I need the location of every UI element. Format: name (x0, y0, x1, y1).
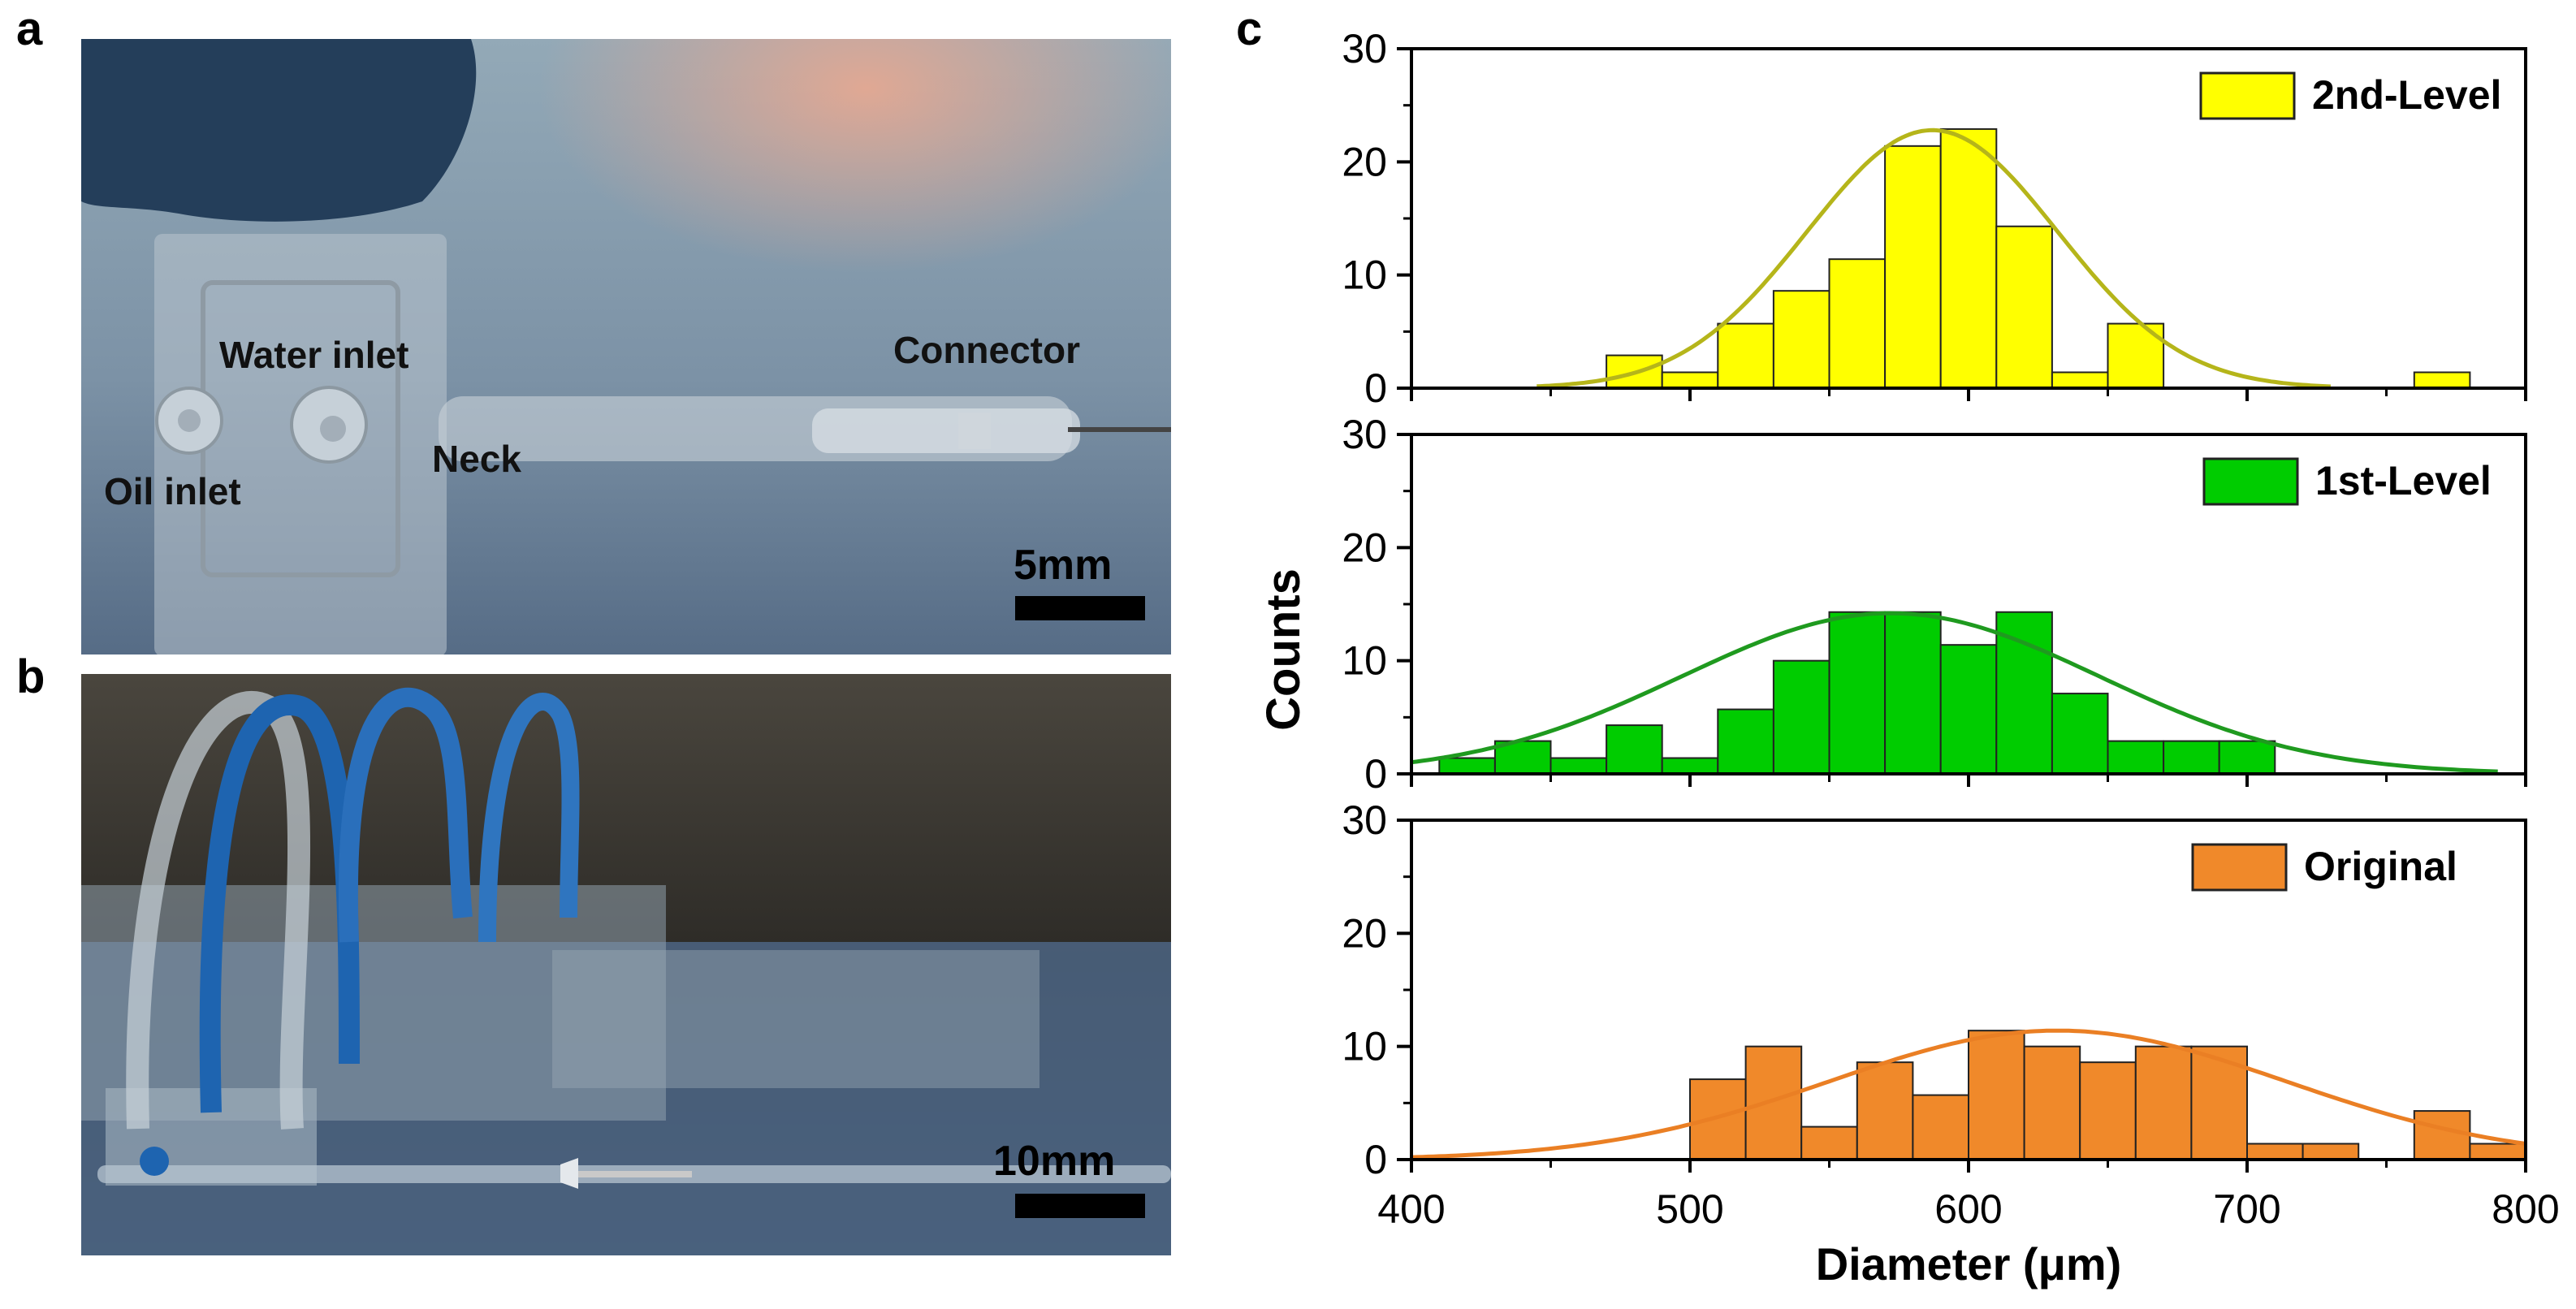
legend-label-original: Original (2304, 844, 2457, 889)
y-axis-title: Counts (1257, 568, 1310, 731)
y-tick-label: 30 (1342, 412, 1387, 457)
bar-1st-level-13 (2163, 740, 2220, 775)
bar-2nd-level-4 (1828, 258, 1887, 389)
bar-1st-level-14 (2218, 740, 2276, 775)
bar-2nd-level-10 (2413, 371, 2471, 390)
setup-photo-illustration (81, 674, 1171, 1255)
bar-original-2 (1800, 1125, 1858, 1161)
fit-curve-1st-level (1411, 611, 2498, 774)
y-tick-label: 20 (1342, 139, 1387, 184)
scale-label-5mm: 5mm (1014, 542, 1113, 589)
panel-letter-b: b (16, 650, 45, 703)
y-tick-label: 0 (1364, 1137, 1387, 1182)
bar-1st-level-12 (2107, 740, 2165, 775)
bar-2nd-level-2 (1717, 322, 1774, 389)
bar-1st-level-8 (1884, 611, 1942, 775)
bar-2nd-level-6 (1939, 127, 1998, 389)
bar-original-3 (1856, 1061, 1914, 1161)
bar-2nd-level-5 (1884, 145, 1942, 389)
bar-1st-level-11 (2051, 693, 2109, 775)
bar-2nd-level-7 (1995, 225, 2053, 389)
bar-2nd-level-8 (2051, 371, 2109, 390)
scale-label-10mm: 10mm (993, 1138, 1116, 1185)
chip-photo-illustration (81, 39, 1171, 654)
bar-1st-level-6 (1772, 659, 1830, 775)
label-water-inlet: Water inlet (219, 334, 409, 376)
bar-original-7 (2079, 1061, 2137, 1161)
photo-setup: 10mm (81, 674, 1171, 1255)
label-connector: Connector (893, 329, 1080, 371)
legend-swatch-1st-level (2202, 457, 2299, 506)
x-tick-label: 800 (2492, 1186, 2559, 1232)
legend-label-1st-level: 1st-Level (2315, 458, 2492, 503)
bar-original-6 (2023, 1045, 2081, 1160)
bar-original-0 (1689, 1078, 1747, 1161)
y-tick-label: 20 (1342, 910, 1387, 956)
legend-label-2nd-level: 2nd-Level (2312, 72, 2501, 118)
bar-original-12 (2413, 1110, 2471, 1161)
y-tick-label: 0 (1364, 751, 1387, 797)
bar-1st-level-0 (1438, 757, 1496, 775)
legend-swatch-2nd-level (2199, 71, 2296, 120)
y-tick-label: 30 (1342, 797, 1387, 843)
bar-2nd-level-3 (1772, 290, 1830, 390)
y-tick-label: 0 (1364, 365, 1387, 411)
bar-original-10 (2246, 1143, 2304, 1160)
bar-1st-level-9 (1939, 644, 1998, 775)
bar-original-4 (1912, 1094, 1969, 1160)
panel-letter-a: a (16, 2, 43, 55)
scale-bar-a (1015, 596, 1145, 620)
bar-1st-level-5 (1717, 708, 1774, 775)
panel-letter-c: c (1236, 2, 1263, 55)
y-tick-label: 20 (1342, 525, 1387, 570)
x-tick-label: 500 (1656, 1186, 1723, 1232)
y-tick-label: 10 (1342, 1024, 1387, 1069)
photo-chip-device: Water inlet Connector Oil inlet Neck 5mm (81, 39, 1171, 654)
bar-original-13 (2469, 1143, 2526, 1160)
bar-2nd-level-1 (1661, 371, 1719, 390)
bar-original-11 (2302, 1143, 2360, 1160)
fit-curve-2nd-level (1537, 127, 2332, 389)
x-axis-title: Diameter (μm) (1816, 1238, 2122, 1290)
y-tick-label: 10 (1342, 638, 1387, 684)
bar-1st-level-2 (1549, 757, 1608, 775)
y-tick-label: 30 (1342, 26, 1387, 71)
label-neck: Neck (432, 438, 521, 480)
bar-1st-level-7 (1828, 611, 1887, 775)
x-tick-label: 700 (2213, 1186, 2280, 1232)
bar-original-5 (1968, 1030, 2025, 1161)
y-tick-label: 10 (1342, 253, 1387, 298)
x-tick-label: 400 (1377, 1186, 1445, 1232)
bar-1st-level-3 (1606, 724, 1663, 775)
label-oil-inlet: Oil inlet (104, 470, 241, 512)
fit-curve-original (1411, 1028, 2526, 1160)
bar-original-1 (1744, 1045, 1803, 1160)
bar-1st-level-4 (1661, 757, 1719, 775)
bar-original-8 (2134, 1045, 2193, 1160)
scale-bar-b (1015, 1194, 1145, 1218)
legend-swatch-original (2191, 843, 2288, 892)
x-tick-label: 600 (1934, 1186, 2002, 1232)
